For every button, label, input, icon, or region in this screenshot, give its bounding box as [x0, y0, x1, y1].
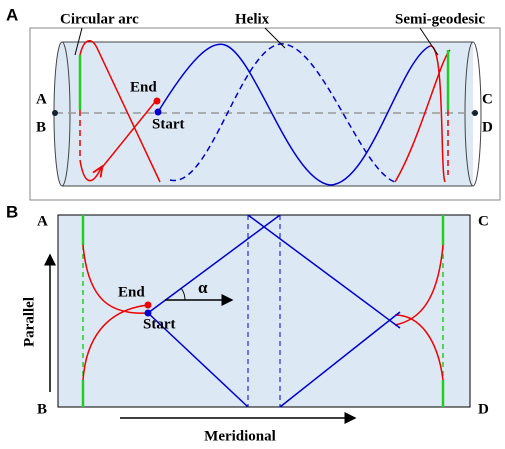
panel-label: B: [6, 202, 18, 221]
corner-label: B: [37, 401, 47, 417]
point-label: End: [118, 284, 145, 300]
corner-label: D: [482, 119, 493, 135]
point-label: Start: [143, 316, 176, 332]
corner-label: C: [478, 213, 489, 229]
axis-label: Meridional: [204, 428, 276, 444]
panel-a: A Circular arc Helix Semi-geodesic A B C…: [6, 5, 501, 201]
corner-label: B: [36, 119, 46, 135]
unrolled-surface: [57, 214, 471, 408]
axis-label: Parallel: [21, 297, 37, 347]
cylinder-body: [62, 42, 473, 186]
annotation: Circular arc: [60, 11, 139, 27]
point-label: End: [130, 79, 157, 95]
angle-label: α: [198, 278, 208, 297]
annotation: Helix: [235, 11, 270, 27]
panel-b: B A C B D End Start α Parallel Meridiona…: [6, 202, 489, 444]
corner-label: A: [37, 213, 48, 229]
corner-label: D: [478, 401, 489, 417]
point-label: Start: [152, 116, 185, 132]
corner-label: C: [482, 91, 493, 107]
annotation: Semi-geodesic: [395, 11, 485, 27]
panel-label: A: [6, 5, 18, 24]
corner-label: A: [36, 91, 47, 107]
